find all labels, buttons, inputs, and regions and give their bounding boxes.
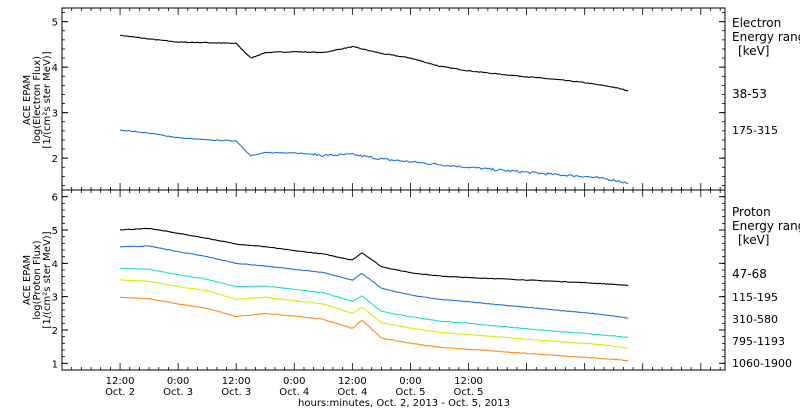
- proton-ylabel-line1: ACE EPAM: [22, 255, 33, 305]
- electron-ytick-label-3: 3: [52, 109, 58, 120]
- electron-series-175-315: [119, 129, 629, 184]
- proton-ytick-label-2: 2: [52, 326, 58, 337]
- electron-ytick-label-5: 5: [52, 18, 58, 29]
- xtick-label-date: Oct. 2: [105, 387, 135, 398]
- proton-series-1060-1900: [119, 296, 629, 362]
- electron-legend-unit: [keV]: [738, 44, 769, 58]
- proton-ytick-label-3: 3: [52, 293, 58, 304]
- legend-electron-175-315: 175-315: [732, 124, 778, 137]
- proton-series-310-580: [119, 267, 629, 338]
- proton-ytick-label-6: 6: [52, 193, 58, 204]
- xtick-label-date: Oct. 3: [221, 387, 251, 398]
- xtick-label-time: 12:00: [338, 376, 367, 387]
- xtick-label-time: 12:00: [106, 376, 135, 387]
- xtick-label-date: Oct. 4: [279, 387, 309, 398]
- xtick-label-date: Oct. 4: [337, 387, 367, 398]
- electron-series-38-53: [119, 34, 629, 92]
- xtick-label-date: Oct. 3: [163, 387, 193, 398]
- legend-proton-310-580: 310-580: [732, 313, 778, 326]
- xtick-label-date: Oct. 5: [395, 387, 425, 398]
- xtick-label-time: 0:00: [283, 376, 305, 387]
- proton-series-115-195: [120, 245, 629, 319]
- xtick-label-time: 12:00: [222, 376, 251, 387]
- proton-legend-subtitle: Energy range: [732, 219, 800, 233]
- legend-proton-795-1193: 795-1193: [732, 335, 785, 348]
- proton-legend-title: Proton: [732, 205, 771, 219]
- electron-ylabel-line1: ACE EPAM: [22, 75, 33, 125]
- legend-proton-115-195: 115-195: [732, 291, 778, 304]
- electron-ytick-label-2: 2: [52, 154, 58, 165]
- proton-ytick-label-5: 5: [52, 226, 58, 237]
- electron-ylabel-line3: [1/(cm²s ster MeV)]: [42, 51, 53, 148]
- proton-panel-frame: [61, 189, 726, 371]
- electron-ylabel-line2: log(Electron Flux): [32, 56, 43, 144]
- xtick-label-date: Oct. 5: [454, 387, 484, 398]
- electron-legend-subtitle: Energy range: [732, 30, 800, 44]
- electron-legend-title: Electron: [732, 16, 781, 30]
- proton-ylabel-line3: [1/(cm²s ster MeV)]: [42, 231, 53, 328]
- legend-proton-1060-1900: 1060-1900: [732, 357, 792, 370]
- proton-series-47-68: [120, 227, 629, 287]
- legend-proton-47-68: 47-68: [732, 267, 767, 281]
- proton-series-795-1193: [120, 279, 629, 349]
- xtick-label-time: 0:00: [167, 376, 189, 387]
- proton-ytick-label-4: 4: [52, 259, 58, 270]
- x-axis-title: hours:minutes, Oct. 2, 2013 - Oct. 5, 20…: [298, 398, 510, 409]
- proton-ylabel-line2: log(Proton Flux): [32, 240, 43, 319]
- electron-ytick-label-4: 4: [52, 63, 58, 74]
- xtick-label-time: 12:00: [454, 376, 483, 387]
- xtick-label-time: 0:00: [399, 376, 421, 387]
- legend-electron-38-53: 38-53: [732, 87, 767, 101]
- proton-legend-unit: [keV]: [738, 233, 769, 247]
- proton-ytick-label-1: 1: [52, 359, 58, 370]
